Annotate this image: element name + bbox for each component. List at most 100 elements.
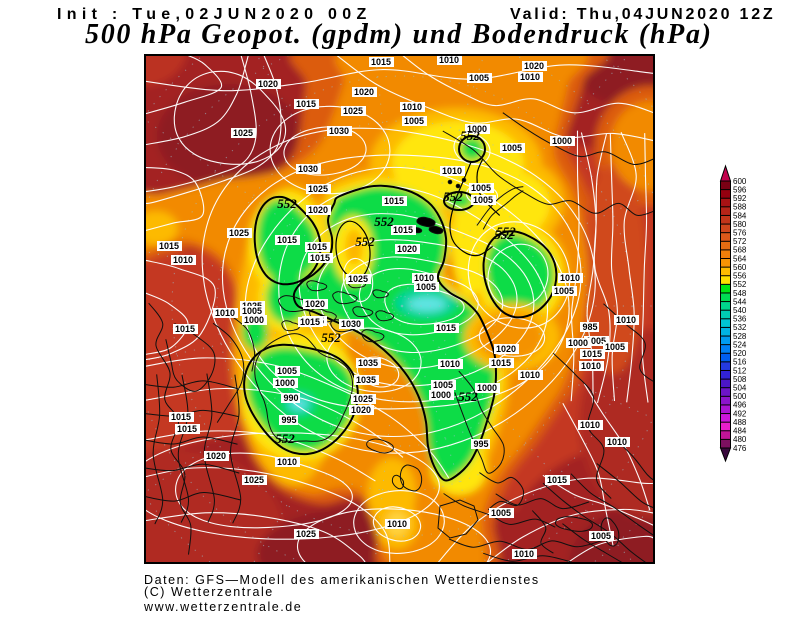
svg-text:1020: 1020: [258, 79, 278, 89]
svg-text:1015: 1015: [310, 253, 330, 263]
svg-text:520: 520: [733, 349, 747, 358]
svg-text:1020: 1020: [351, 405, 371, 415]
svg-text:1025: 1025: [233, 128, 253, 138]
svg-text:1005: 1005: [554, 286, 574, 296]
svg-text:552: 552: [458, 389, 478, 404]
svg-text:1005: 1005: [586, 336, 606, 346]
svg-text:584: 584: [733, 211, 747, 220]
svg-text:1025: 1025: [343, 106, 363, 116]
svg-text:1035: 1035: [358, 358, 378, 368]
svg-text:592: 592: [733, 194, 747, 203]
svg-text:600: 600: [733, 177, 747, 186]
svg-text:1005: 1005: [277, 366, 297, 376]
svg-text:1010: 1010: [440, 359, 460, 369]
svg-text:1005: 1005: [416, 282, 436, 292]
svg-text:1010: 1010: [560, 273, 580, 283]
svg-text:572: 572: [733, 237, 747, 246]
svg-text:1025: 1025: [353, 394, 373, 404]
svg-text:552: 552: [733, 280, 747, 289]
svg-text:552: 552: [374, 214, 394, 229]
svg-text:588: 588: [733, 203, 747, 212]
svg-text:1020: 1020: [305, 299, 325, 309]
svg-text:1005: 1005: [471, 183, 491, 193]
svg-text:488: 488: [733, 418, 747, 427]
svg-text:1025: 1025: [229, 228, 249, 238]
svg-text:1010: 1010: [520, 370, 540, 380]
svg-text:1025: 1025: [348, 274, 368, 284]
svg-text:1015: 1015: [436, 323, 456, 333]
svg-text:1015: 1015: [307, 242, 327, 252]
svg-text:544: 544: [733, 297, 747, 306]
svg-text:1010: 1010: [414, 273, 434, 283]
svg-text:512: 512: [733, 366, 747, 375]
svg-text:1005: 1005: [469, 73, 489, 83]
svg-text:1010: 1010: [277, 457, 297, 467]
svg-text:496: 496: [733, 401, 747, 410]
svg-text:1010: 1010: [520, 72, 540, 82]
svg-text:528: 528: [733, 332, 747, 341]
svg-text:1025: 1025: [296, 529, 316, 539]
svg-text:504: 504: [733, 384, 747, 393]
svg-text:1010: 1010: [442, 166, 462, 176]
svg-text:1015: 1015: [491, 358, 511, 368]
svg-text:995: 995: [473, 439, 488, 449]
svg-text:1015: 1015: [300, 317, 320, 327]
svg-text:524: 524: [733, 340, 747, 349]
svg-text:1005: 1005: [473, 195, 493, 205]
svg-text:1010: 1010: [514, 549, 534, 559]
svg-text:596: 596: [733, 185, 747, 194]
svg-text:990: 990: [283, 393, 298, 403]
svg-text:1020: 1020: [354, 87, 374, 97]
svg-text:1020: 1020: [206, 451, 226, 461]
svg-text:1020: 1020: [496, 344, 516, 354]
svg-text:1015: 1015: [159, 241, 179, 251]
svg-text:1025: 1025: [244, 475, 264, 485]
svg-text:516: 516: [733, 358, 747, 367]
svg-text:1010: 1010: [173, 255, 193, 265]
svg-text:1030: 1030: [341, 319, 361, 329]
svg-text:568: 568: [733, 246, 747, 255]
svg-text:1015: 1015: [175, 324, 195, 334]
svg-text:1010: 1010: [215, 308, 235, 318]
svg-text:532: 532: [733, 323, 747, 332]
svg-text:1035: 1035: [356, 375, 376, 385]
svg-text:508: 508: [733, 375, 747, 384]
svg-text:552: 552: [275, 431, 295, 446]
svg-text:552: 552: [496, 224, 516, 239]
svg-text:1015: 1015: [393, 225, 413, 235]
svg-text:476: 476: [733, 444, 747, 453]
svg-text:1005: 1005: [605, 342, 625, 352]
svg-text:995: 995: [281, 415, 296, 425]
svg-text:548: 548: [733, 289, 747, 298]
svg-text:1000: 1000: [467, 124, 487, 134]
svg-text:1005: 1005: [433, 380, 453, 390]
svg-text:552: 552: [277, 196, 297, 211]
svg-text:1010: 1010: [402, 102, 422, 112]
svg-text:1015: 1015: [277, 235, 297, 245]
svg-text:985: 985: [582, 322, 597, 332]
svg-text:1015: 1015: [371, 57, 391, 67]
svg-text:580: 580: [733, 220, 747, 229]
svg-text:1005: 1005: [491, 508, 511, 518]
svg-text:552: 552: [460, 128, 480, 143]
svg-text:1015: 1015: [384, 196, 404, 206]
svg-text:1010: 1010: [616, 315, 636, 325]
svg-text:492: 492: [733, 409, 747, 418]
svg-text:576: 576: [733, 228, 747, 237]
svg-text:1005: 1005: [502, 143, 522, 153]
svg-text:1010: 1010: [580, 420, 600, 430]
svg-text:1000: 1000: [244, 315, 264, 325]
svg-text:1030: 1030: [298, 164, 318, 174]
svg-text:1000: 1000: [568, 338, 588, 348]
svg-text:1015: 1015: [582, 349, 602, 359]
svg-text:1020: 1020: [308, 205, 328, 215]
svg-text:1005: 1005: [404, 116, 424, 126]
svg-text:480: 480: [733, 435, 747, 444]
svg-text:556: 556: [733, 272, 747, 281]
svg-text:1020: 1020: [524, 61, 544, 71]
svg-text:552: 552: [321, 330, 341, 345]
svg-text:552: 552: [494, 227, 514, 242]
svg-text:1000: 1000: [552, 136, 572, 146]
svg-text:560: 560: [733, 263, 747, 272]
svg-text:1010: 1010: [439, 55, 459, 65]
